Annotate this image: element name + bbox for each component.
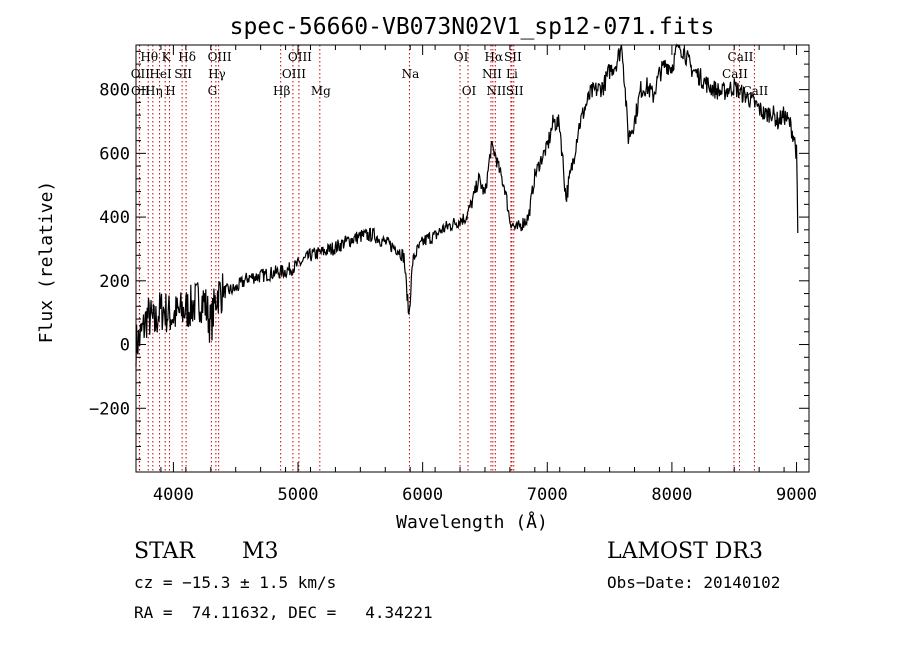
line-label-9: OIII: [208, 50, 232, 64]
line-label-25: CaII: [728, 50, 754, 64]
y-axis-ticks: −200 0 200 400 600 800: [89, 50, 809, 460]
line-label-4: K: [162, 50, 172, 64]
plot-frame: [135, 44, 810, 473]
line-label-7: SII: [174, 67, 192, 81]
x-tick-label-1: 5000: [278, 485, 319, 505]
object-class: STAR: [134, 539, 195, 564]
y-tick-label-0: −200: [89, 399, 130, 419]
line-label-22: Li: [506, 67, 518, 81]
line-label-1: OII: [131, 67, 151, 81]
x-tick-label-5: 9000: [776, 485, 817, 505]
x-axis-ticks: 4000 5000 6000 7000 8000 9000: [135, 45, 817, 505]
chart-title: spec-56660-VB073N02V1_sp12-071.fits: [230, 14, 715, 40]
line-label-12: Hβ: [273, 84, 290, 98]
line-label-16: Na: [402, 67, 420, 81]
line-label-23: NII: [486, 84, 506, 98]
x-tick-label-4: 8000: [651, 485, 692, 505]
line-label-0: Hθ: [140, 50, 158, 64]
line-label-19: Hα: [485, 50, 504, 64]
line-label-20: SII: [504, 50, 522, 64]
survey-name: LAMOST DR3: [607, 539, 763, 564]
spectral-line-markers: [138, 45, 755, 472]
y-tick-label-3: 400: [99, 208, 130, 228]
x-tick-label-2: 6000: [402, 485, 443, 505]
y-tick-label-2: 200: [99, 272, 130, 292]
observation-date: Obs−Date: 20140102: [607, 573, 781, 592]
line-label-24: SII: [506, 84, 524, 98]
y-tick-label-5: 800: [99, 81, 130, 101]
sky-coordinates: RA = 74.11632, DEC = 4.34221: [134, 603, 433, 622]
line-label-10: Hγ: [208, 67, 226, 81]
flux-series-line: [135, 43, 799, 367]
line-label-8: Hδ: [178, 50, 196, 64]
line-label-3: Hη: [145, 84, 163, 98]
radial-velocity: cz = −15.3 ± 1.5 km/s: [134, 573, 337, 592]
y-tick-label-4: 600: [99, 144, 130, 164]
line-label-6: H: [165, 84, 175, 98]
y-axis-label: Flux (relative): [36, 181, 57, 344]
line-label-13: OIII: [288, 50, 312, 64]
line-label-5: HeI: [149, 67, 172, 81]
line-label-14: OIII: [282, 67, 306, 81]
x-tick-label-3: 7000: [527, 485, 568, 505]
line-label-21: NII: [482, 67, 502, 81]
x-tick-label-0: 4000: [153, 485, 194, 505]
line-label-18: OI: [462, 84, 477, 98]
line-label-27: CaII: [742, 84, 768, 98]
line-label-15: Mg: [311, 84, 331, 98]
object-subclass: M3: [242, 539, 279, 564]
line-label-26: CaII: [722, 67, 748, 81]
line-label-11: G: [208, 84, 218, 98]
x-axis-label: Wavelength (Å): [396, 511, 548, 533]
line-label-17: OI: [454, 50, 469, 64]
y-tick-label-1: 0: [120, 336, 130, 356]
